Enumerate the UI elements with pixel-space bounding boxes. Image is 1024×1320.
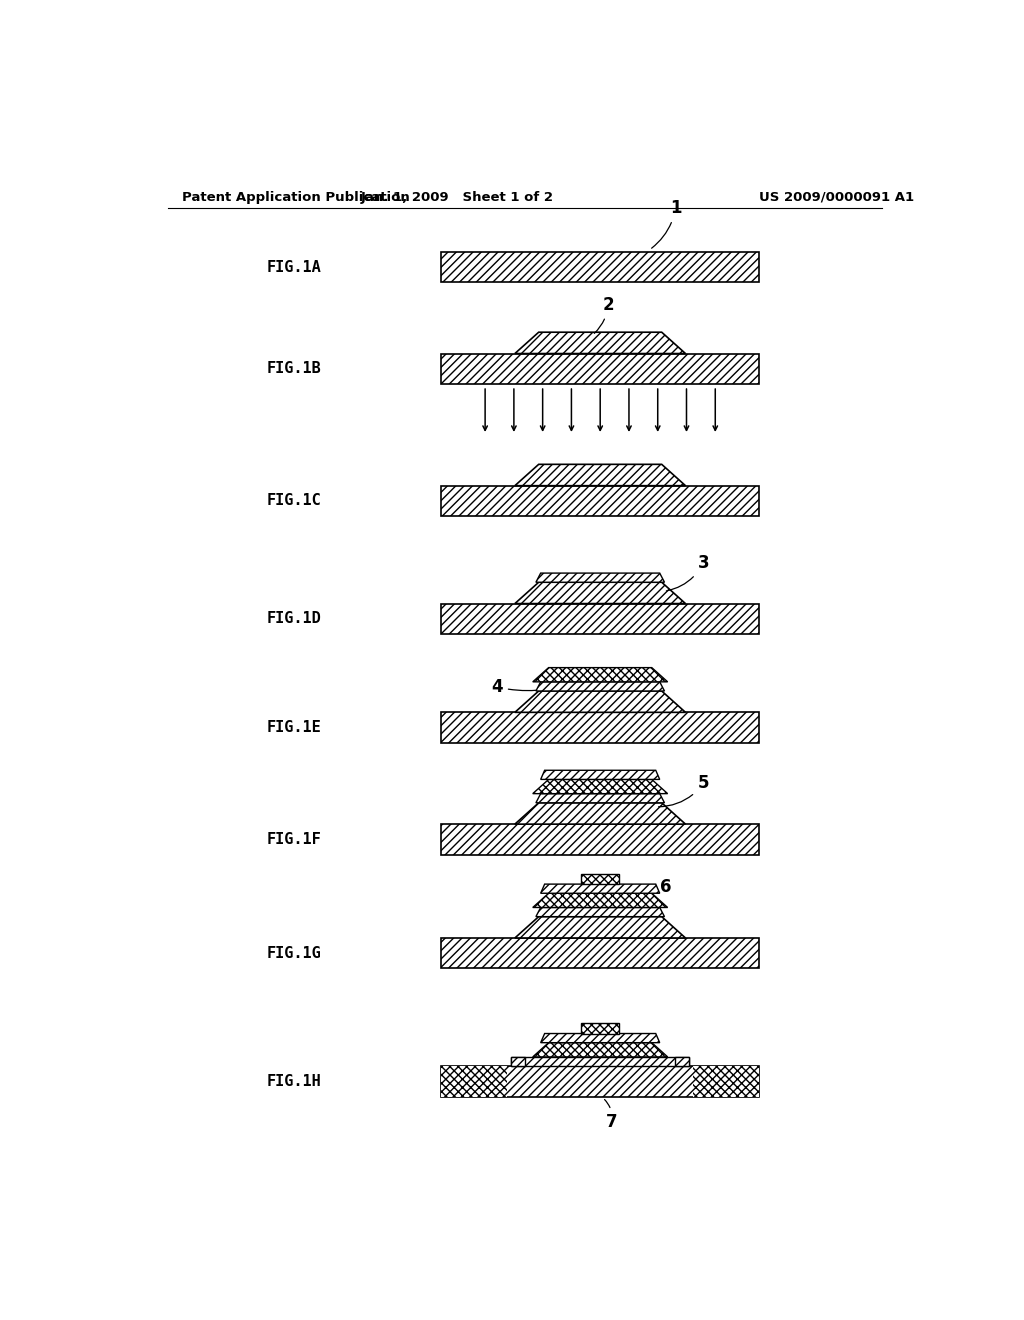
Polygon shape bbox=[515, 916, 685, 939]
Polygon shape bbox=[515, 465, 685, 486]
Bar bbox=[511, 1057, 525, 1067]
Polygon shape bbox=[536, 907, 665, 916]
Polygon shape bbox=[536, 793, 665, 803]
Polygon shape bbox=[541, 884, 659, 894]
Text: 5: 5 bbox=[658, 775, 709, 807]
Bar bbox=[441, 603, 759, 634]
Polygon shape bbox=[532, 668, 668, 682]
Text: 2: 2 bbox=[594, 296, 614, 334]
Polygon shape bbox=[541, 771, 659, 779]
Bar bbox=[441, 824, 759, 854]
Polygon shape bbox=[515, 333, 685, 354]
Polygon shape bbox=[532, 894, 668, 907]
Polygon shape bbox=[515, 803, 685, 824]
Bar bbox=[441, 713, 759, 743]
Text: 6: 6 bbox=[622, 878, 671, 915]
Text: FIG.1F: FIG.1F bbox=[267, 832, 322, 847]
Text: Patent Application Publication: Patent Application Publication bbox=[182, 190, 410, 203]
Bar bbox=[517, 1057, 683, 1067]
Text: 3: 3 bbox=[667, 554, 710, 591]
Text: 1: 1 bbox=[651, 199, 681, 248]
Text: FIG.1E: FIG.1E bbox=[267, 721, 322, 735]
Bar bbox=[441, 252, 759, 282]
Text: FIG.1H: FIG.1H bbox=[267, 1073, 322, 1089]
Text: Jan. 1, 2009   Sheet 1 of 2: Jan. 1, 2009 Sheet 1 of 2 bbox=[360, 190, 554, 203]
Bar bbox=[441, 354, 759, 384]
Text: US 2009/0000091 A1: US 2009/0000091 A1 bbox=[759, 190, 914, 203]
Text: FIG.1D: FIG.1D bbox=[267, 611, 322, 626]
Polygon shape bbox=[536, 682, 665, 690]
Polygon shape bbox=[532, 1043, 668, 1057]
Polygon shape bbox=[515, 690, 685, 713]
Bar bbox=[675, 1057, 689, 1067]
Bar bbox=[441, 1067, 759, 1097]
Text: FIG.1A: FIG.1A bbox=[267, 260, 322, 275]
Bar bbox=[693, 1067, 759, 1097]
Text: FIG.1G: FIG.1G bbox=[267, 945, 322, 961]
Bar bbox=[441, 939, 759, 969]
Polygon shape bbox=[536, 573, 665, 582]
Polygon shape bbox=[532, 779, 668, 793]
Polygon shape bbox=[515, 582, 685, 603]
Bar bbox=[582, 874, 620, 884]
Text: 4: 4 bbox=[492, 678, 546, 696]
Bar bbox=[441, 486, 759, 516]
Bar bbox=[441, 1067, 507, 1097]
Bar bbox=[582, 1023, 620, 1034]
Text: FIG.1C: FIG.1C bbox=[267, 494, 322, 508]
Polygon shape bbox=[541, 1034, 659, 1043]
Polygon shape bbox=[511, 1057, 689, 1067]
Text: FIG.1B: FIG.1B bbox=[267, 362, 322, 376]
Text: 7: 7 bbox=[604, 1100, 617, 1131]
